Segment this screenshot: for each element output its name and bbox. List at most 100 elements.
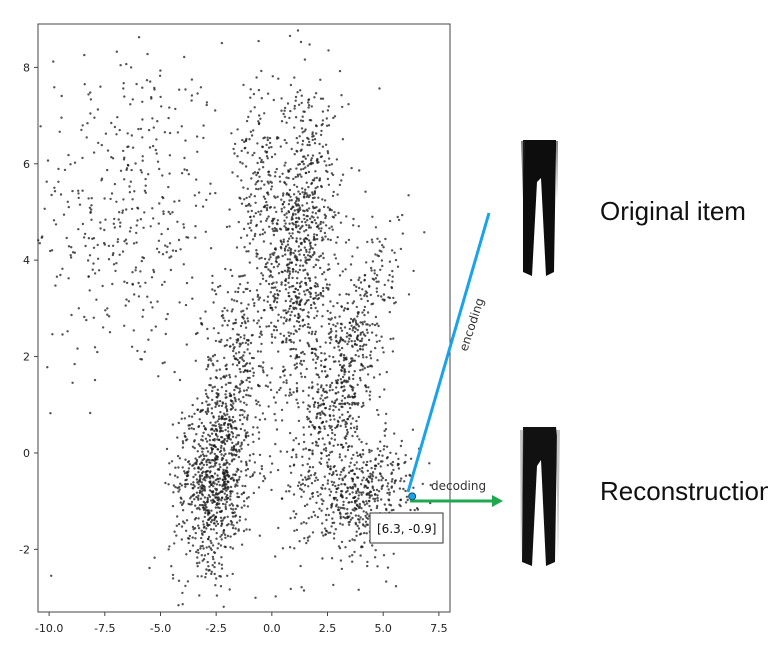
scatter-point [310,255,313,259]
scatter-point [207,537,210,541]
scatter-point [264,265,267,269]
scatter-point [183,483,187,486]
scatter-point [125,62,128,66]
scatter-point [387,279,390,282]
scatter-point [182,263,185,266]
scatter-point [220,453,223,456]
scatter-point [324,235,327,238]
scatter-point [279,386,282,390]
scatter-point [401,232,404,235]
scatter-point [288,246,291,250]
scatter-point [237,287,240,290]
scatter-point [335,503,338,506]
scatter-point [60,94,63,98]
scatter-point [184,458,187,461]
scatter-point [264,384,268,387]
scatter-point [377,294,380,297]
scatter-point [223,492,226,495]
scatter-point [181,502,185,505]
scatter-point [327,288,330,291]
scatter-point [59,193,63,196]
scatter-point [335,473,339,476]
scatter-point [307,386,311,389]
scatter-point [400,477,403,480]
scatter-point [411,428,415,431]
scatter-point [211,555,215,559]
scatter-point [354,319,357,322]
scatter-point [306,325,310,329]
scatter-point [143,189,147,192]
scatter-point [49,412,52,415]
scatter-point [285,381,288,385]
scatter-point [194,537,197,540]
scatter-point [131,271,134,274]
scatter-point [240,179,243,182]
scatter-point [257,298,260,301]
scatter-point [345,358,348,361]
scatter-point [242,389,246,392]
scatter-point [213,494,216,497]
scatter-point [247,394,250,397]
scatter-point [335,340,338,343]
scatter-point [363,531,366,535]
scatter-point [379,268,382,271]
scatter-point [235,341,238,344]
scatter-point [77,192,80,195]
scatter-point [118,211,121,214]
x-tick-label: 7.5 [430,622,448,635]
scatter-point [231,415,235,419]
scatter-point [353,370,356,373]
scatter-point [246,320,250,323]
scatter-point [258,534,261,537]
scatter-point [360,455,363,459]
scatter-point [335,487,338,491]
scatter-point [230,310,233,313]
scatter-point [274,325,278,329]
scatter-point [150,97,153,100]
scatter-point [175,534,178,537]
scatter-point [287,227,290,231]
scatter-point [146,295,149,298]
scatter-point [189,497,192,500]
scatter-point [375,290,379,293]
scatter-point [193,518,197,521]
scatter-point [266,136,269,139]
scatter-point [217,468,221,471]
scatter-point [99,85,102,88]
scatter-point [234,436,238,439]
scatter-point [303,217,306,221]
scatter-point [290,216,294,219]
scatter-point [179,501,182,504]
scatter-point [262,205,266,209]
scatter-point [313,219,316,222]
scatter-point [352,453,355,457]
scatter-point [316,373,320,377]
scatter-point [329,367,332,371]
scatter-point [341,105,344,109]
scatter-point [242,290,245,294]
scatter-point [221,456,224,460]
scatter-point [376,496,379,500]
scatter-point [273,293,276,296]
scatter-point [204,504,207,507]
scatter-point [69,256,73,259]
scatter-point [332,537,336,540]
scatter-point [370,269,373,272]
scatter-point [123,324,126,327]
scatter-point [280,210,284,213]
scatter-point [250,209,253,213]
scatter-point [156,160,160,163]
scatter-point [203,454,206,458]
scatter-point [52,219,56,222]
scatter-point [141,86,144,89]
scatter-point [159,95,162,99]
scatter-point [252,129,255,132]
scatter-point [350,477,353,480]
scatter-point [327,263,330,266]
scatter-point [356,476,360,479]
scatter-point [151,144,155,148]
scatter-point [231,327,235,331]
scatter-point [375,287,378,290]
scatter-point [320,129,323,133]
scatter-point [293,183,296,187]
